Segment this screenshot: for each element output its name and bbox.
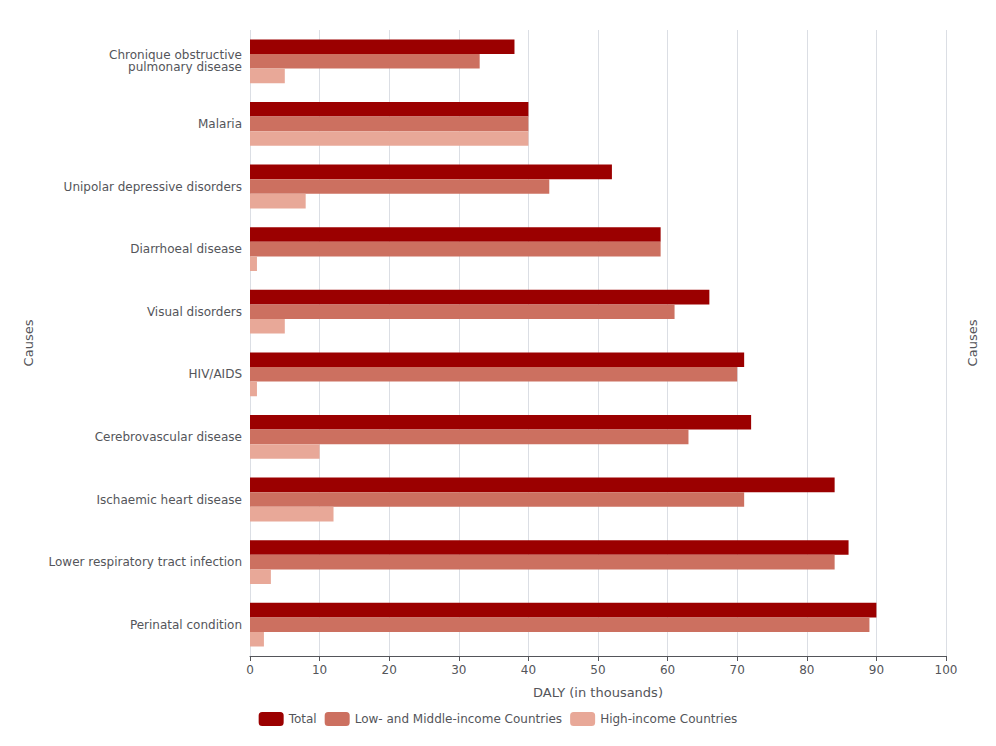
svg-text:Lower respiratory tract infect: Lower respiratory tract infection [49, 555, 242, 569]
svg-text:70: 70 [730, 663, 745, 677]
svg-text:30: 30 [451, 663, 466, 677]
svg-text:Malaria: Malaria [198, 117, 242, 131]
svg-text:Low- and Middle-income Countri: Low- and Middle-income Countries [355, 712, 562, 726]
svg-text:50: 50 [590, 663, 605, 677]
svg-text:60: 60 [660, 663, 675, 677]
svg-text:Cerebrovascular disease: Cerebrovascular disease [95, 430, 242, 444]
svg-text:Unipolar depressive disorders: Unipolar depressive disorders [64, 180, 242, 194]
svg-text:Ischaemic heart disease: Ischaemic heart disease [96, 493, 242, 507]
svg-text:Chronique obstructive: Chronique obstructive [109, 48, 242, 63]
svg-text:20: 20 [382, 663, 397, 677]
svg-text:Visual disorders: Visual disorders [147, 305, 242, 319]
svg-text:HIV/AIDS: HIV/AIDS [189, 367, 242, 381]
svg-text:Total: Total [288, 712, 317, 726]
svg-text:Causes: Causes [965, 319, 980, 366]
svg-text:10: 10 [312, 663, 327, 677]
svg-text:100: 100 [935, 663, 958, 677]
svg-text:Diarrhoeal disease: Diarrhoeal disease [130, 242, 242, 256]
svg-text:Perinatal condition: Perinatal condition [130, 618, 242, 632]
svg-text:40: 40 [521, 663, 536, 677]
svg-text:High-income Countries: High-income Countries [600, 712, 737, 726]
svg-text:0: 0 [246, 663, 254, 677]
svg-text:DALY (in thousands): DALY (in thousands) [533, 685, 663, 700]
svg-text:Causes: Causes [21, 319, 36, 366]
svg-text:pulmonary disease: pulmonary disease [128, 60, 242, 74]
svg-text:80: 80 [799, 663, 814, 677]
svg-text:90: 90 [869, 663, 884, 677]
